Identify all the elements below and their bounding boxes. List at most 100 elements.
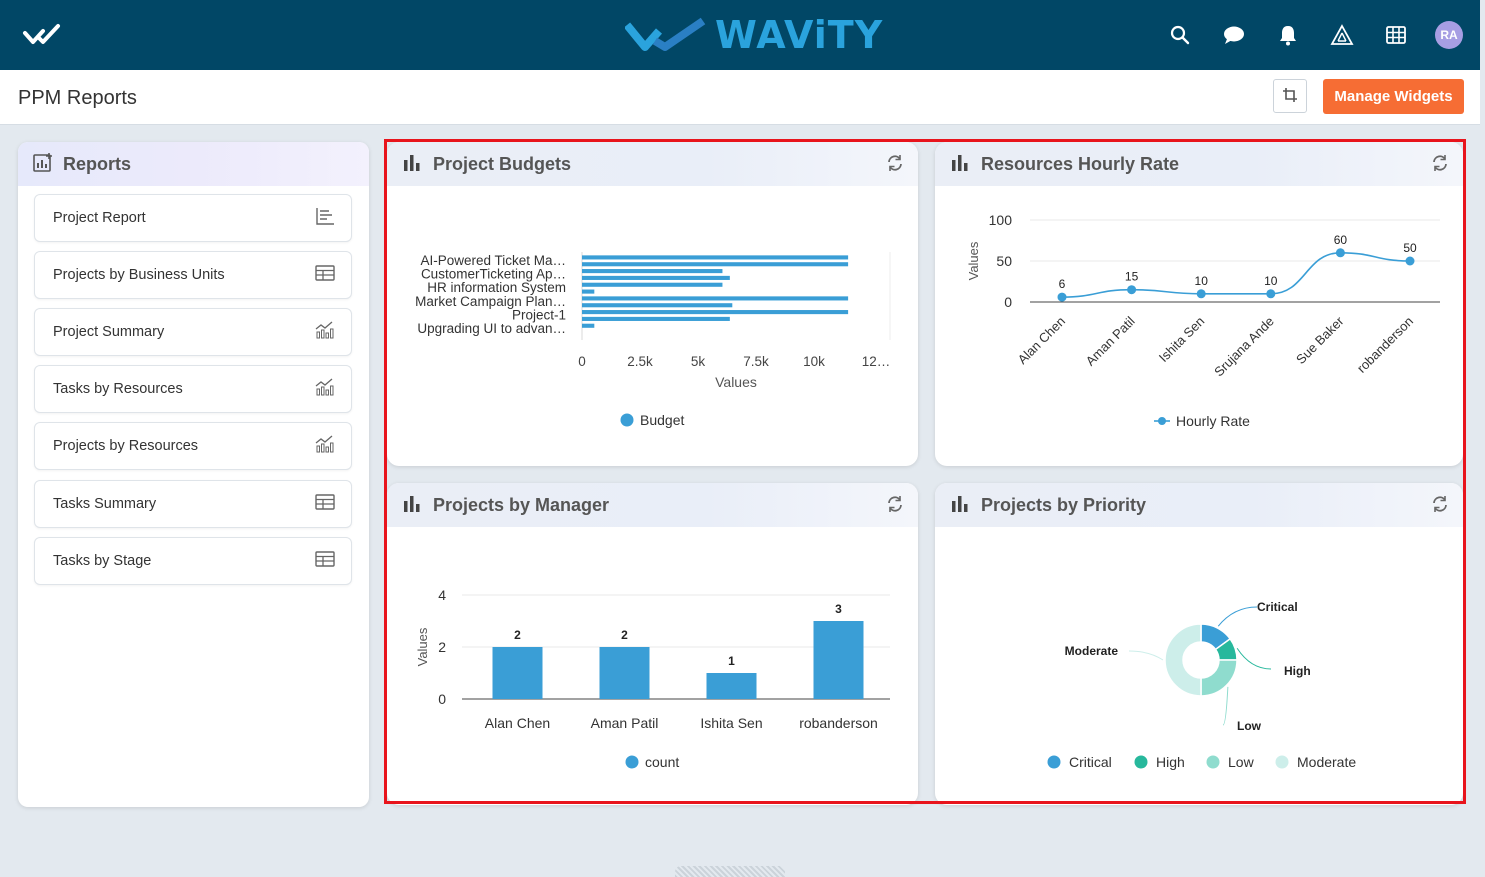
legend-marker bbox=[1206, 755, 1220, 769]
bar bbox=[582, 303, 733, 308]
crop-icon bbox=[1282, 87, 1298, 106]
legend-marker bbox=[1134, 755, 1148, 769]
bar bbox=[813, 621, 864, 699]
widget-title: Projects by Priority bbox=[981, 494, 1147, 515]
y-tick-label: 0 bbox=[1004, 294, 1012, 310]
sidebar-item-tasks-by-resources[interactable]: Tasks by Resources bbox=[34, 365, 352, 413]
x-tick-label: 10k bbox=[803, 354, 825, 369]
y-tick-label: AI-Powered Ticket Ma… bbox=[420, 253, 566, 268]
bar-chart-icon bbox=[403, 494, 421, 517]
x-tick-label: Ishita Sen bbox=[1156, 314, 1207, 365]
legend-label: count bbox=[645, 754, 679, 770]
avatar[interactable]: RA bbox=[1435, 21, 1463, 49]
pie-slice bbox=[1200, 659, 1238, 697]
slice-label: Moderate bbox=[1065, 644, 1119, 658]
bar bbox=[582, 269, 723, 274]
sidebar-item-label: Projects by Business Units bbox=[53, 267, 225, 283]
sidebar-item-projects-by-resources[interactable]: Projects by Resources bbox=[34, 422, 352, 470]
refresh-icon[interactable] bbox=[886, 154, 904, 172]
table-icon bbox=[315, 264, 335, 286]
legend-label: High bbox=[1156, 754, 1185, 770]
slice-connector bbox=[1236, 647, 1272, 670]
y-tick-label: 2 bbox=[438, 639, 446, 655]
slice-connector bbox=[1217, 606, 1258, 627]
sidebar-item-label: Project Report bbox=[53, 210, 146, 226]
bar-line-chart-icon bbox=[315, 321, 335, 344]
legend-marker bbox=[620, 413, 634, 427]
x-tick-label: Sue Baker bbox=[1293, 313, 1347, 367]
sidebar-item-project-report[interactable]: Project Report bbox=[34, 194, 352, 242]
y-axis-label: Values bbox=[966, 241, 981, 280]
data-point bbox=[1266, 289, 1276, 299]
data-point bbox=[1057, 292, 1067, 302]
sidebar-item-tasks-summary[interactable]: Tasks Summary bbox=[34, 480, 352, 528]
y-tick-label: 0 bbox=[438, 691, 446, 707]
x-tick-label: Alan Chen bbox=[1015, 314, 1069, 368]
wavity-logo: WAViTY bbox=[625, 13, 883, 57]
widget-header: Projects by Priority bbox=[935, 483, 1463, 527]
chat-icon[interactable] bbox=[1219, 20, 1249, 50]
pie-slice bbox=[1164, 623, 1202, 697]
reports-panel-header: Reports bbox=[18, 142, 369, 186]
bar bbox=[582, 289, 595, 294]
x-tick-label: 2.5k bbox=[627, 354, 653, 369]
reports-panel-title: Reports bbox=[63, 153, 132, 174]
data-label: 1 bbox=[728, 654, 735, 668]
widget-header: Project Budgets bbox=[387, 142, 918, 186]
project-budgets-chart: AI-Powered Ticket Ma…CustomerTicketing A… bbox=[415, 252, 891, 428]
slice-label: Critical bbox=[1257, 600, 1298, 614]
data-point bbox=[1127, 285, 1137, 295]
bar bbox=[582, 323, 595, 328]
sidebar-item-projects-by-business-units[interactable]: Projects by Business Units bbox=[34, 251, 352, 299]
search-icon[interactable] bbox=[1165, 20, 1195, 50]
bar bbox=[582, 255, 849, 260]
x-tick-label: 5k bbox=[691, 354, 706, 369]
grid-icon[interactable] bbox=[1381, 20, 1411, 50]
home-check-icon[interactable] bbox=[22, 22, 70, 48]
bar bbox=[582, 262, 849, 267]
widget-projects-by-priority: Projects by Priority Critical High Low Mode… bbox=[935, 483, 1463, 805]
legend-label: Low bbox=[1228, 754, 1255, 770]
refresh-icon[interactable] bbox=[1431, 495, 1449, 513]
widget-header: Resources Hourly Rate bbox=[935, 142, 1463, 186]
bar bbox=[582, 275, 730, 280]
bar bbox=[582, 310, 849, 315]
widget-project-budgets: Project Budgets AI-Powered Ticket Ma… Cus… bbox=[387, 142, 918, 466]
x-tick-label: 12… bbox=[862, 354, 891, 369]
reports-panel: Reports Project Report Projects by Busin… bbox=[18, 142, 369, 807]
refresh-icon[interactable] bbox=[886, 495, 904, 513]
x-tick-label: Alan Chen bbox=[485, 715, 550, 731]
y-tick-label: Market Campaign Plan… bbox=[415, 294, 566, 309]
refresh-icon[interactable] bbox=[1431, 154, 1449, 172]
sidebar-item-tasks-by-stage[interactable]: Tasks by Stage bbox=[34, 537, 352, 585]
projects-by-priority-chart: Critical High Low Moderate Critical High Low Mo… bbox=[1047, 600, 1356, 770]
triangle-network-icon[interactable] bbox=[1327, 20, 1357, 50]
widget-title: Projects by Manager bbox=[433, 494, 610, 515]
widget-projects-by-manager: Projects by Manager 0 2 4 Values 2 Alan Chen 2… bbox=[387, 483, 918, 805]
widget-title: Project Budgets bbox=[433, 153, 572, 174]
bottom-scroll-handle[interactable] bbox=[675, 866, 785, 877]
y-tick-label: Upgrading UI to advan… bbox=[417, 321, 566, 336]
bar bbox=[492, 647, 543, 699]
x-tick-label: Aman Patil bbox=[1083, 313, 1138, 368]
x-tick-label: robanderson bbox=[1354, 314, 1416, 376]
crop-button[interactable] bbox=[1273, 79, 1307, 113]
legend-label: Critical bbox=[1069, 754, 1112, 770]
legend-label: Hourly Rate bbox=[1176, 413, 1250, 429]
manage-widgets-button[interactable]: Manage Widgets bbox=[1323, 79, 1464, 114]
slice-label: High bbox=[1284, 664, 1311, 678]
x-tick-label: Aman Patil bbox=[591, 715, 659, 731]
data-label: 10 bbox=[1264, 274, 1278, 288]
bar bbox=[706, 673, 757, 699]
bar bbox=[582, 316, 730, 321]
sidebar-item-project-summary[interactable]: Project Summary bbox=[34, 308, 352, 356]
bar-line-chart-icon bbox=[315, 378, 335, 401]
x-tick-label: 0 bbox=[578, 354, 586, 369]
bell-icon[interactable] bbox=[1273, 20, 1303, 50]
resources-hourly-rate-chart: 0 50 100 Values 6 15 10 10 60 50 Alan Chen Aman Pat… bbox=[966, 212, 1440, 429]
data-point bbox=[1335, 248, 1345, 258]
slice-label: Low bbox=[1237, 719, 1262, 733]
bar bbox=[582, 296, 849, 301]
data-label: 2 bbox=[621, 628, 628, 642]
widget-resources-hourly-rate: Resources Hourly Rate 0 50 100 Values 6 15 10 1… bbox=[935, 142, 1463, 466]
